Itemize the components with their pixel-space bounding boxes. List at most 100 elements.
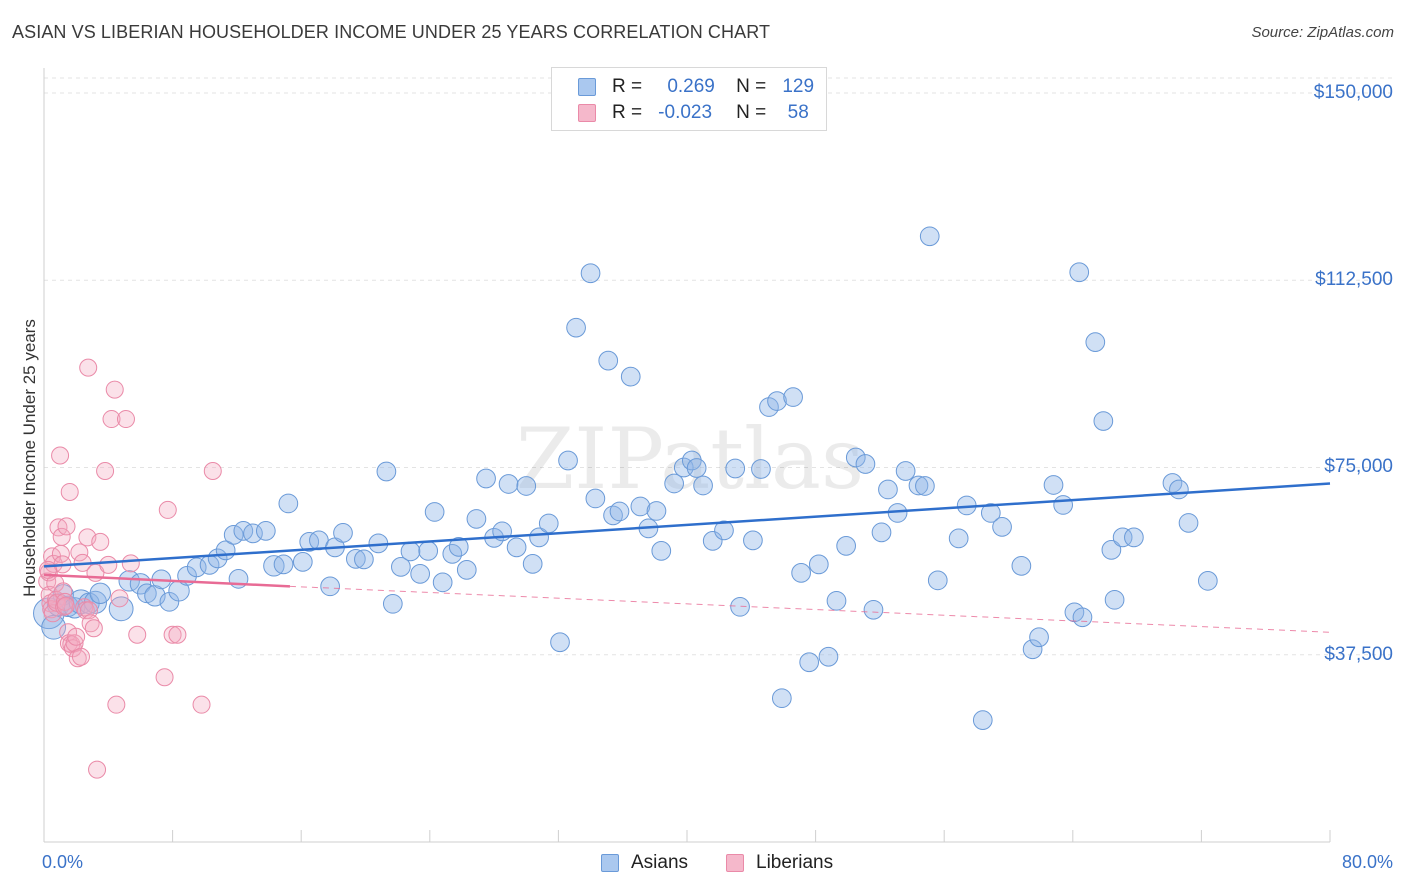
asian-point xyxy=(456,560,477,580)
asian-point xyxy=(598,350,619,371)
liberian-point xyxy=(79,358,98,377)
asian-point xyxy=(1085,332,1106,353)
asian-point xyxy=(702,531,723,551)
gridlines xyxy=(44,77,1394,656)
liberian-point xyxy=(99,555,118,574)
liberian-point xyxy=(116,410,135,429)
asian-point xyxy=(730,596,750,617)
legend-r-label: R = xyxy=(612,102,643,123)
asian-point xyxy=(448,537,469,557)
liberian-point xyxy=(52,527,71,546)
liberian-trend-line xyxy=(43,573,291,588)
asian-point xyxy=(818,646,839,667)
liberian-point xyxy=(107,695,126,714)
asian-point xyxy=(476,468,496,489)
asian-point xyxy=(278,493,299,514)
asian-point xyxy=(1053,495,1074,515)
bottom-legend-swatch-liberians xyxy=(726,854,744,872)
bottom-legend-swatch-asians xyxy=(601,854,619,872)
asian-point xyxy=(538,513,559,534)
liberian-point xyxy=(80,601,99,620)
asian-point xyxy=(382,593,403,614)
liberian-point xyxy=(75,598,94,617)
liberian-point xyxy=(128,625,147,644)
asian-point xyxy=(693,475,713,496)
liberians-points xyxy=(38,358,222,779)
bottom-legend-label-asians: Asians xyxy=(631,852,689,873)
y-tick-label: $150,000 xyxy=(1313,81,1393,103)
liberian-point xyxy=(60,482,79,501)
liberian-point xyxy=(84,619,103,638)
asian-point xyxy=(826,590,847,611)
asian-point xyxy=(919,226,940,247)
asian-point xyxy=(646,501,667,521)
asian-point xyxy=(791,563,811,583)
asian-point xyxy=(1112,527,1133,548)
liberian-point xyxy=(192,695,211,714)
asian-point xyxy=(808,554,829,575)
bottom-legend-liberians: Liberians xyxy=(726,851,833,875)
asian-point xyxy=(908,475,929,496)
legend-n-value: 129 xyxy=(782,76,815,97)
legend-r-value: 0.269 xyxy=(667,76,715,97)
asian-point xyxy=(651,541,672,561)
liberian-point xyxy=(121,554,140,573)
liberian-point xyxy=(57,517,76,536)
chart-title: ASIAN VS LIBERIAN HOUSEHOLDER INCOME UND… xyxy=(12,22,771,42)
asian-point xyxy=(878,479,898,500)
asian-point xyxy=(1069,262,1090,283)
asian-point xyxy=(783,387,803,407)
asian-point xyxy=(391,557,411,577)
liberian-point xyxy=(81,614,100,633)
x-tick-label-min: 0.0% xyxy=(42,852,84,872)
asian-point xyxy=(1101,540,1122,560)
asian-point xyxy=(522,554,543,574)
asian-point xyxy=(927,570,948,591)
y-tick-label: $75,000 xyxy=(1324,456,1393,478)
source-label: Source: ZipAtlas.com xyxy=(1251,24,1394,41)
stats-legend: R = 0.269 N = 129 R = -0.023 N = 58 xyxy=(551,67,827,131)
asian-point xyxy=(1029,627,1049,648)
asian-point xyxy=(992,517,1012,537)
asian-point xyxy=(895,461,916,481)
trend-lines xyxy=(43,482,1331,633)
asian-point xyxy=(799,652,820,673)
liberian-point xyxy=(71,647,90,666)
liberian-point xyxy=(56,596,75,615)
asian-point xyxy=(585,488,606,509)
liberian-point xyxy=(70,543,89,562)
liberian-point xyxy=(91,532,110,551)
liberian-point xyxy=(168,625,187,644)
liberian-point xyxy=(68,649,87,668)
asian-point xyxy=(759,397,779,417)
liberian-point xyxy=(51,446,70,465)
legend-n-value: 58 xyxy=(787,102,809,123)
legend-swatch-liberians xyxy=(578,104,596,122)
legend-row-liberians: R = -0.023 N = 58 xyxy=(578,100,820,126)
asian-point xyxy=(418,541,439,561)
asian-point xyxy=(424,502,445,522)
asian-point xyxy=(400,541,421,562)
liberian-point xyxy=(102,410,121,429)
asian-point xyxy=(529,527,549,548)
axes xyxy=(43,68,1331,843)
legend-r-label: R = xyxy=(612,76,643,97)
asian-point xyxy=(376,461,397,482)
asian-point xyxy=(273,554,294,575)
asian-point xyxy=(243,523,263,544)
asian-point xyxy=(767,391,787,411)
asian-point xyxy=(1124,527,1144,548)
asian-point xyxy=(292,552,313,572)
x-tick-label-max: 80.0% xyxy=(1341,852,1393,872)
asian-point xyxy=(1178,513,1199,533)
asian-point xyxy=(354,549,374,570)
asian-point xyxy=(558,450,578,471)
asian-point xyxy=(1022,639,1043,660)
liberian-trend-line-extended xyxy=(289,585,1331,633)
liberian-point xyxy=(105,380,124,399)
asian-point xyxy=(972,710,993,731)
asian-point xyxy=(1104,589,1125,610)
bottom-legend-asians: Asians xyxy=(601,851,688,875)
legend-n-label: N = xyxy=(736,76,767,97)
